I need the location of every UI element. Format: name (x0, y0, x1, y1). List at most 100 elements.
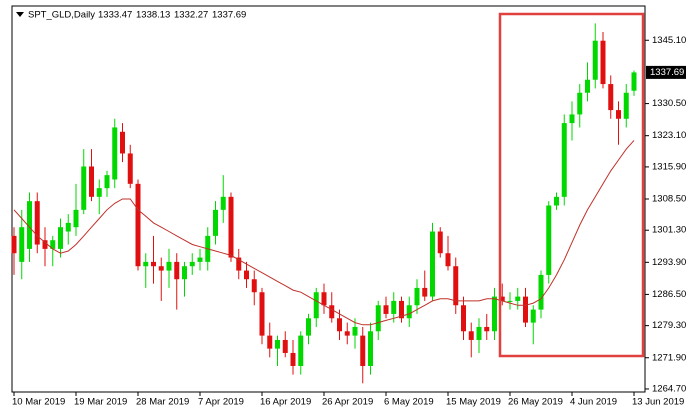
x-tick-label: 6 May 2019 (384, 397, 434, 408)
candle-body (453, 266, 459, 306)
candle-body (313, 292, 319, 319)
candle-body (337, 318, 342, 332)
candle-body (530, 309, 536, 323)
y-tick-label: 1286.50 (652, 289, 686, 300)
candle-body (228, 196, 234, 258)
candle-body (19, 227, 25, 262)
y-tick-label: 1271.90 (652, 352, 686, 363)
x-tick-label: 26 Apr 2019 (322, 397, 373, 408)
ohlc-high: 1338.13 (136, 10, 170, 21)
candle-body (360, 335, 366, 366)
candle-body (546, 205, 552, 275)
candle-body (344, 331, 350, 336)
candle-body (143, 261, 149, 267)
candle-body (585, 79, 590, 93)
candle-body (135, 183, 141, 267)
y-tick-label: 1308.50 (652, 194, 686, 205)
y-tick-label: 1345.10 (652, 35, 686, 46)
ohlc-close: 1337.69 (212, 10, 246, 21)
candle-body (375, 305, 381, 332)
y-tick-label: 1293.90 (652, 257, 686, 268)
ohlc-open: 1333.47 (98, 10, 132, 21)
x-tick-label: 26 May 2019 (508, 397, 563, 408)
candle-body (27, 201, 32, 249)
candle-body (151, 261, 156, 267)
candle-body (58, 227, 63, 249)
chart-title: SPT_GLD,Daily (28, 10, 95, 21)
candle-body (166, 261, 172, 271)
candle-body (197, 257, 203, 262)
candle-body (569, 114, 575, 124)
candle-body (631, 72, 637, 91)
x-tick-label: 19 Mar 2019 (74, 397, 127, 408)
candle-body (616, 110, 621, 119)
y-tick-label: 1264.70 (652, 383, 686, 394)
y-tick-label: 1330.50 (652, 98, 686, 109)
candle-body (352, 326, 358, 336)
candle-body (259, 292, 265, 336)
title-icon (16, 12, 24, 17)
candle-body (554, 196, 559, 206)
candle-body (127, 153, 133, 184)
candle-body (592, 40, 598, 80)
candle-body (577, 92, 583, 115)
candle-body (600, 40, 606, 85)
candle-body (251, 279, 257, 293)
candle-body (174, 261, 180, 280)
candle-body (515, 296, 521, 301)
y-tick-label: 1301.30 (652, 225, 686, 236)
candle-body (492, 296, 497, 332)
candle-body (34, 201, 40, 245)
candle-body (383, 305, 389, 314)
candle-body (484, 326, 490, 332)
candle-body (623, 92, 629, 119)
candle-body (414, 287, 420, 306)
candle-body (267, 335, 273, 349)
candle-body (50, 240, 56, 249)
candle-body (42, 240, 48, 249)
candle-body (321, 292, 327, 306)
y-tick-label: 1315.90 (652, 161, 686, 172)
candle-body (306, 318, 311, 336)
x-tick-label: 28 Mar 2019 (136, 397, 189, 408)
x-tick-label: 15 May 2019 (446, 397, 501, 408)
candle-body (120, 131, 125, 154)
x-tick-label: 16 Apr 2019 (260, 397, 311, 408)
candle-body (298, 335, 304, 366)
candle-body (189, 261, 195, 267)
x-tick-label: 13 Jun 2019 (632, 397, 684, 408)
candle-body (65, 222, 71, 232)
candle-body (499, 296, 505, 301)
y-tick-label: 1279.30 (652, 320, 686, 331)
candle-body (608, 84, 614, 111)
candle-body (476, 326, 482, 340)
candle-body (523, 296, 528, 323)
candle-body (275, 339, 280, 349)
moving-average (13, 140, 635, 326)
x-tick-label: 10 Mar 2019 (12, 397, 65, 408)
ohlc-low: 1332.27 (174, 10, 208, 21)
marks: 1345.10 1330.50 1323.10 1315.90 1308.50 1301.… (11, 23, 686, 408)
candle-body (290, 352, 296, 366)
candle-body (89, 166, 94, 197)
candle-body (158, 266, 164, 271)
candle-body (422, 287, 428, 297)
candle-body (236, 257, 242, 271)
candle-body (437, 231, 443, 254)
candle-body (73, 209, 79, 228)
highlight-box (498, 12, 645, 358)
candle-body (182, 266, 187, 280)
candle-body (220, 196, 226, 210)
last-price-label: 1337.69 (650, 67, 684, 78)
candle-body (538, 274, 544, 310)
candle-body (391, 300, 397, 314)
y-tick-label: 1323.10 (652, 130, 686, 141)
candle-body (468, 331, 474, 340)
candle-body (507, 300, 513, 302)
candle-body (11, 235, 17, 254)
x-tick-label: 4 Jun 2019 (570, 397, 617, 408)
candle-body (112, 127, 118, 180)
candle-body (104, 175, 110, 189)
